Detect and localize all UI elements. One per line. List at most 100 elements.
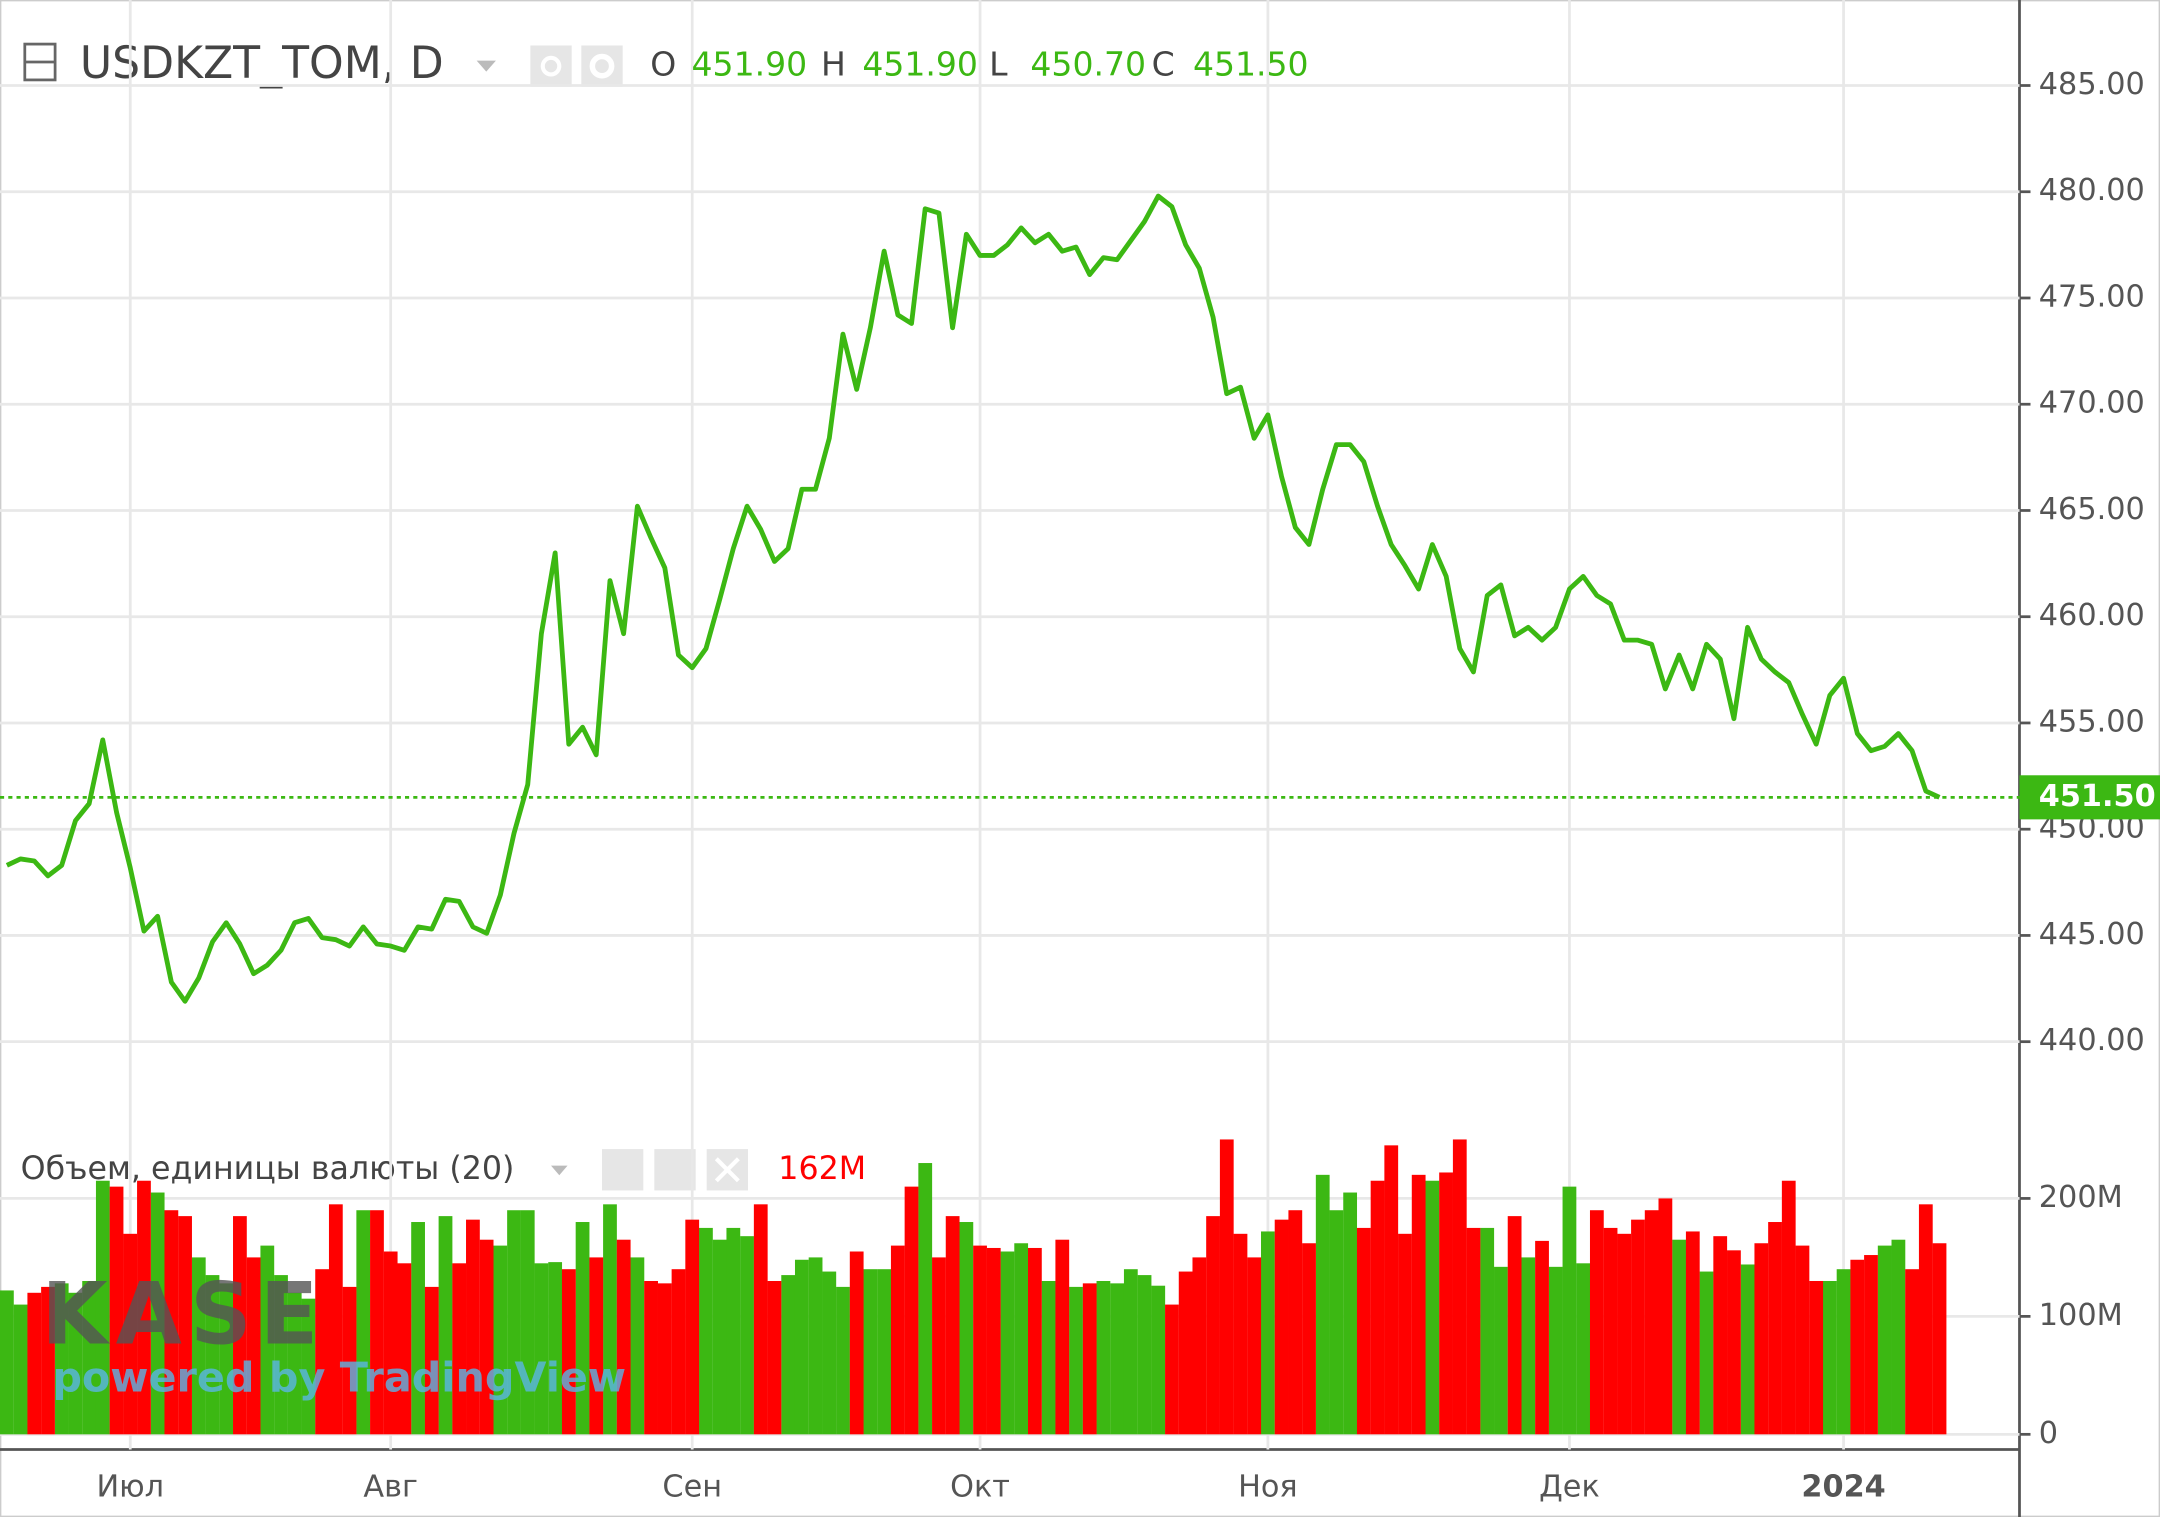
- settings-button[interactable]: [654, 1149, 696, 1191]
- volume-bar: [191, 1257, 206, 1435]
- volume-bar: [233, 1216, 247, 1435]
- ohlc-key: H: [821, 45, 846, 84]
- watermark: KASE powered by TradingView: [41, 1265, 626, 1401]
- volume-bar: [1877, 1245, 1892, 1435]
- y-tick-label: 475.00: [2039, 279, 2145, 314]
- volume-bar: [534, 1263, 549, 1435]
- volume-bar: [68, 1292, 83, 1435]
- volume-bar: [1247, 1257, 1262, 1435]
- x-tick-label: Дек: [1539, 1470, 1600, 1505]
- x-tick-label: 2024: [1801, 1470, 1885, 1505]
- volume-bar: [370, 1210, 384, 1435]
- dropdown-arrow[interactable]: [476, 60, 496, 72]
- volume-bar: [1192, 1257, 1207, 1435]
- volume-bar: [1480, 1227, 1495, 1435]
- volume-bar: [945, 1216, 960, 1435]
- volume-bar: [452, 1263, 467, 1435]
- volume-bar: [479, 1239, 494, 1435]
- volume-bar: [1398, 1233, 1412, 1435]
- volume-bars: [0, 1139, 1947, 1435]
- volume-bar: [1603, 1227, 1618, 1435]
- ohlc-key: L: [989, 45, 1008, 84]
- volume-bar: [603, 1204, 617, 1435]
- symbol-title: USDKZT_TOM, D: [80, 38, 444, 89]
- y-tick-label: 460.00: [2039, 598, 2145, 633]
- volume-bar: [1055, 1239, 1070, 1435]
- volume-bar: [178, 1216, 192, 1435]
- volume-bar: [0, 1290, 14, 1435]
- volume-title: Объем, единицы валюты (20): [21, 1151, 515, 1187]
- last-price-box: [2019, 775, 2160, 820]
- ohlc-key: O: [650, 45, 676, 84]
- volume-bar: [1370, 1180, 1385, 1435]
- volume-bar: [740, 1236, 754, 1435]
- volume-bar: [561, 1269, 576, 1435]
- watermark-sub: powered by TradingView: [52, 1354, 626, 1402]
- volume-bar: [712, 1239, 727, 1435]
- volume-bar: [822, 1271, 837, 1435]
- volume-bar: [1809, 1280, 1824, 1435]
- volume-bar: [575, 1222, 590, 1435]
- volume-bar: [1507, 1216, 1522, 1435]
- volume-bar: [1096, 1280, 1111, 1435]
- watermark-logo: KASE: [41, 1265, 326, 1364]
- volume-bar: [1891, 1239, 1906, 1435]
- volume-bar: [616, 1239, 631, 1435]
- grid: [0, 0, 2020, 1450]
- volume-bar: [1027, 1247, 1042, 1435]
- volume-bar: [1562, 1186, 1577, 1435]
- price-layer: [0, 193, 2020, 1004]
- x-tick-label: Июл: [96, 1470, 164, 1505]
- volume-bar: [287, 1292, 302, 1435]
- y-tick-label: 445.00: [2039, 917, 2145, 952]
- volume-bar: [1918, 1204, 1933, 1435]
- y-tick-label: 480.00: [2039, 173, 2145, 208]
- volume-bar: [1932, 1243, 1947, 1435]
- ohlc-key: C: [1152, 45, 1175, 84]
- volume-bar: [356, 1210, 371, 1435]
- volume-bar: [1658, 1198, 1673, 1435]
- volume-bar: [863, 1269, 878, 1435]
- volume-bar: [466, 1219, 480, 1435]
- ohlc-value: 451.90: [862, 45, 978, 84]
- volume-bar: [1713, 1236, 1728, 1435]
- volume-bar: [726, 1227, 741, 1435]
- volume-bar: [1302, 1243, 1316, 1435]
- volume-bar: [1685, 1231, 1700, 1435]
- volume-bar: [808, 1257, 823, 1435]
- volume-bar: [794, 1259, 809, 1435]
- eye-button[interactable]: [530, 45, 572, 87]
- dropdown-arrow[interactable]: [551, 1165, 568, 1176]
- volume-bar: [315, 1269, 330, 1435]
- volume-bar: [1617, 1233, 1632, 1435]
- volume-bar: [219, 1283, 234, 1435]
- volume-bar: [1000, 1251, 1015, 1435]
- price-line: [5, 193, 1941, 1004]
- volume-bar: [150, 1192, 165, 1435]
- volume-bar: [1343, 1192, 1358, 1435]
- volume-bar: [1069, 1286, 1083, 1435]
- x-tick-label: Ноя: [1238, 1470, 1298, 1505]
- volume-bar: [164, 1210, 179, 1435]
- volume-bar: [1768, 1222, 1782, 1435]
- axis-labels: 440.00445.00450.00455.00460.00465.00470.…: [96, 45, 2160, 1505]
- settings-button[interactable]: [581, 45, 623, 87]
- volume-bar: [890, 1245, 905, 1435]
- ohlc-value: 451.90: [692, 45, 808, 84]
- close-icon: [714, 1157, 740, 1183]
- eye-button[interactable]: [601, 1149, 644, 1191]
- volume-bar: [1589, 1210, 1604, 1435]
- volume-bar: [411, 1222, 425, 1435]
- volume-bar: [657, 1283, 672, 1435]
- volume-bar: [699, 1227, 713, 1435]
- volume-bar: [1754, 1243, 1769, 1435]
- volume-bar: [1123, 1269, 1138, 1435]
- x-tick-label: Сен: [662, 1470, 722, 1505]
- volume-bar: [1795, 1245, 1810, 1435]
- volume-bar: [493, 1245, 508, 1435]
- volume-bar: [1781, 1180, 1796, 1435]
- volume-bar: [1850, 1259, 1865, 1435]
- volume-bar: [932, 1257, 946, 1435]
- volume-bar: [41, 1286, 55, 1435]
- volume-bar: [1439, 1172, 1453, 1435]
